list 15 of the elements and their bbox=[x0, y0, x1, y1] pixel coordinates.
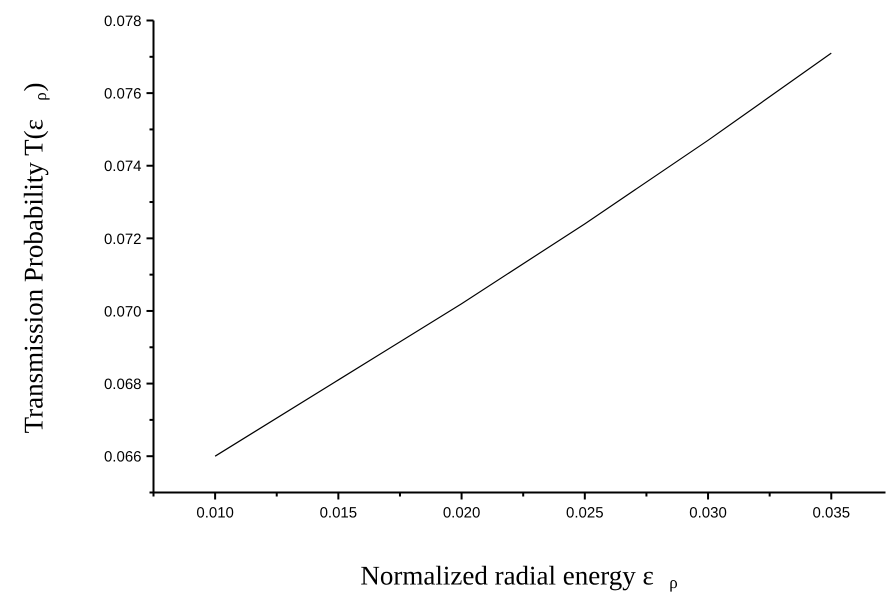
y-tick-label: 0.070 bbox=[104, 303, 142, 320]
y-tick-label: 0.074 bbox=[104, 158, 142, 176]
x-tick-label: 0.015 bbox=[320, 504, 358, 522]
x-tick-label: 0.030 bbox=[689, 504, 727, 522]
y-axis-title: Transmission Probability T(ερ) bbox=[18, 82, 50, 434]
y-tick-label: 0.066 bbox=[104, 448, 142, 466]
y-tick-label: 0.076 bbox=[104, 86, 142, 103]
y-tick-label: 0.078 bbox=[104, 13, 142, 30]
x-tick-label: 0.020 bbox=[442, 504, 480, 522]
line-series bbox=[214, 52, 832, 457]
y-tick-label: 0.072 bbox=[104, 230, 142, 248]
x-tick-label: 0.025 bbox=[566, 504, 604, 522]
x-tick-label: 0.035 bbox=[812, 504, 850, 522]
y-tick-label: 0.068 bbox=[104, 376, 142, 394]
x-tick-label: 0.010 bbox=[196, 504, 234, 522]
